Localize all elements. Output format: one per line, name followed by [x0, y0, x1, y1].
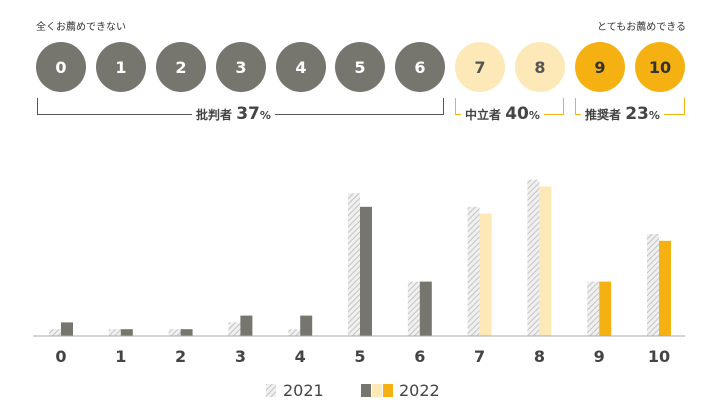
passive-percent-unit: % — [528, 109, 540, 122]
score-circle-1: 1 — [96, 42, 146, 92]
bar-2021-score-10 — [647, 234, 659, 336]
legend-swatch-light — [372, 384, 382, 397]
passive-label: 中立者 40% — [461, 103, 544, 127]
bar-2022-score-6 — [419, 281, 432, 336]
bar-2021-score-3 — [228, 322, 241, 336]
detractor-label-text: 批判者 — [196, 108, 233, 122]
bar-2022-score-0 — [61, 322, 73, 336]
score-circle-4: 4 — [276, 42, 326, 92]
legend-item-2022: 2022 — [361, 381, 440, 400]
x-tick-label-6: 6 — [414, 347, 425, 366]
score-circle-0: 0 — [36, 42, 86, 92]
legend: 2021 2022 — [0, 381, 710, 403]
score-distribution-chart: 0 1 2 3 4 5 6 7 8 9 10 — [33, 179, 685, 366]
x-tick-label-4: 4 — [295, 347, 306, 366]
score-circle-5: 5 — [335, 42, 385, 92]
x-tick-label-7: 7 — [474, 347, 485, 366]
score-circle-10: 10 — [635, 42, 685, 92]
x-tick-label-2: 2 — [175, 347, 186, 366]
bar-2021-score-8 — [527, 179, 540, 336]
bar-2022-score-9 — [599, 281, 612, 336]
detractor-percent-unit: % — [259, 109, 271, 122]
x-tick-label-1: 1 — [115, 347, 126, 366]
promoter-label: 推奨者 23% — [581, 103, 664, 127]
legend-swatch-gray — [361, 384, 371, 397]
bar-2022-score-5 — [360, 206, 372, 336]
legend-label-2022: 2022 — [399, 381, 440, 400]
bar-2021-score-0 — [49, 329, 61, 336]
passive-label-text: 中立者 — [465, 108, 502, 122]
x-tick-label-0: 0 — [55, 347, 66, 366]
score-circle-6: 6 — [395, 42, 445, 92]
bar-2022-score-2 — [180, 329, 193, 336]
score-circle-2: 2 — [156, 42, 206, 92]
scale-high-label: とてもお薦めできる — [597, 22, 686, 33]
x-tick-label-3: 3 — [235, 347, 246, 366]
x-tick-label-8: 8 — [534, 347, 545, 366]
bar-2021-score-6 — [407, 281, 420, 336]
bar-2022-score-4 — [300, 315, 313, 336]
scale-low-label: 全くお薦めできない — [36, 22, 126, 33]
bar-2022-score-10 — [659, 240, 671, 336]
bar-2021-score-1 — [108, 329, 121, 336]
score-circle-9: 9 — [575, 42, 625, 92]
score-circle-8: 8 — [515, 42, 565, 92]
legend-label-2021: 2021 — [283, 381, 324, 400]
detractor-percent: 37 — [236, 104, 260, 124]
promoter-percent-unit: % — [648, 109, 660, 122]
bar-2021-score-4 — [288, 329, 301, 336]
promoter-label-text: 推奨者 — [585, 108, 622, 122]
x-tick-label-9: 9 — [594, 347, 605, 366]
bar-2022-score-1 — [120, 329, 133, 336]
bar-2021-score-5 — [348, 193, 360, 336]
x-tick-label-10: 10 — [648, 347, 670, 366]
bar-2022-score-3 — [240, 315, 253, 336]
legend-item-2021: 2021 — [266, 381, 324, 400]
promoter-percent: 23 — [625, 104, 649, 124]
bar-2022-score-8 — [539, 186, 552, 336]
bar-2021-score-7 — [467, 206, 480, 336]
legend-swatch-yellow — [383, 384, 393, 397]
detractor-label: 批判者 37% — [192, 103, 275, 127]
bar-2021-score-9 — [587, 281, 600, 336]
score-circle-7: 7 — [455, 42, 505, 92]
score-circle-3: 3 — [216, 42, 266, 92]
bar-2022-score-7 — [479, 213, 492, 336]
passive-percent: 40 — [505, 104, 529, 124]
bar-2021-score-2 — [168, 329, 181, 336]
legend-swatch-hatched — [266, 384, 276, 397]
score-scale: 0 1 2 3 4 5 6 7 8 9 10 — [0, 42, 710, 94]
x-tick-label-5: 5 — [354, 347, 365, 366]
